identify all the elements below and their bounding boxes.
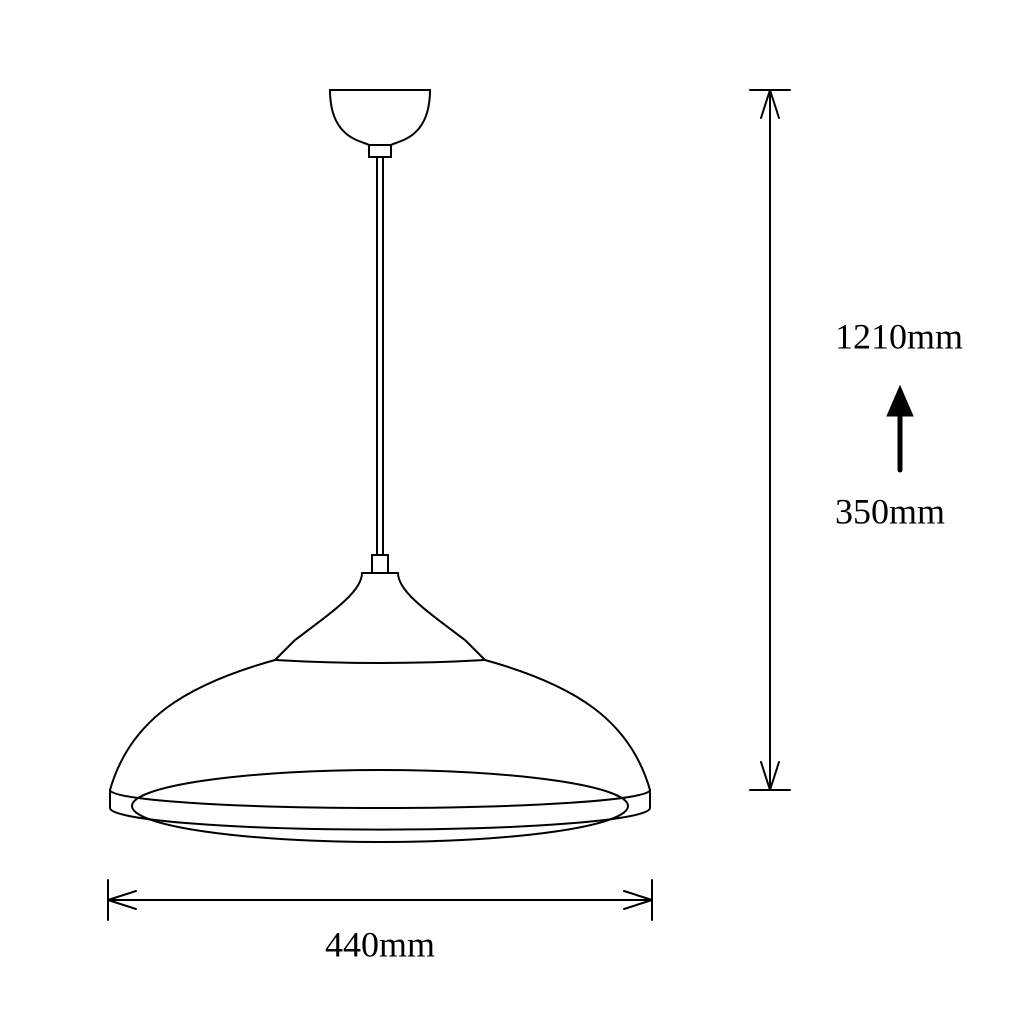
height-max-dimension-label: 1210mm [835,316,963,356]
pendant-lamp-dimension-diagram: 440mm 1210mm 350mm [0,0,1024,1024]
height-min-dimension-label: 350mm [835,491,945,531]
height-range-arrow-icon [887,386,913,416]
width-dimension-label: 440mm [325,924,435,964]
